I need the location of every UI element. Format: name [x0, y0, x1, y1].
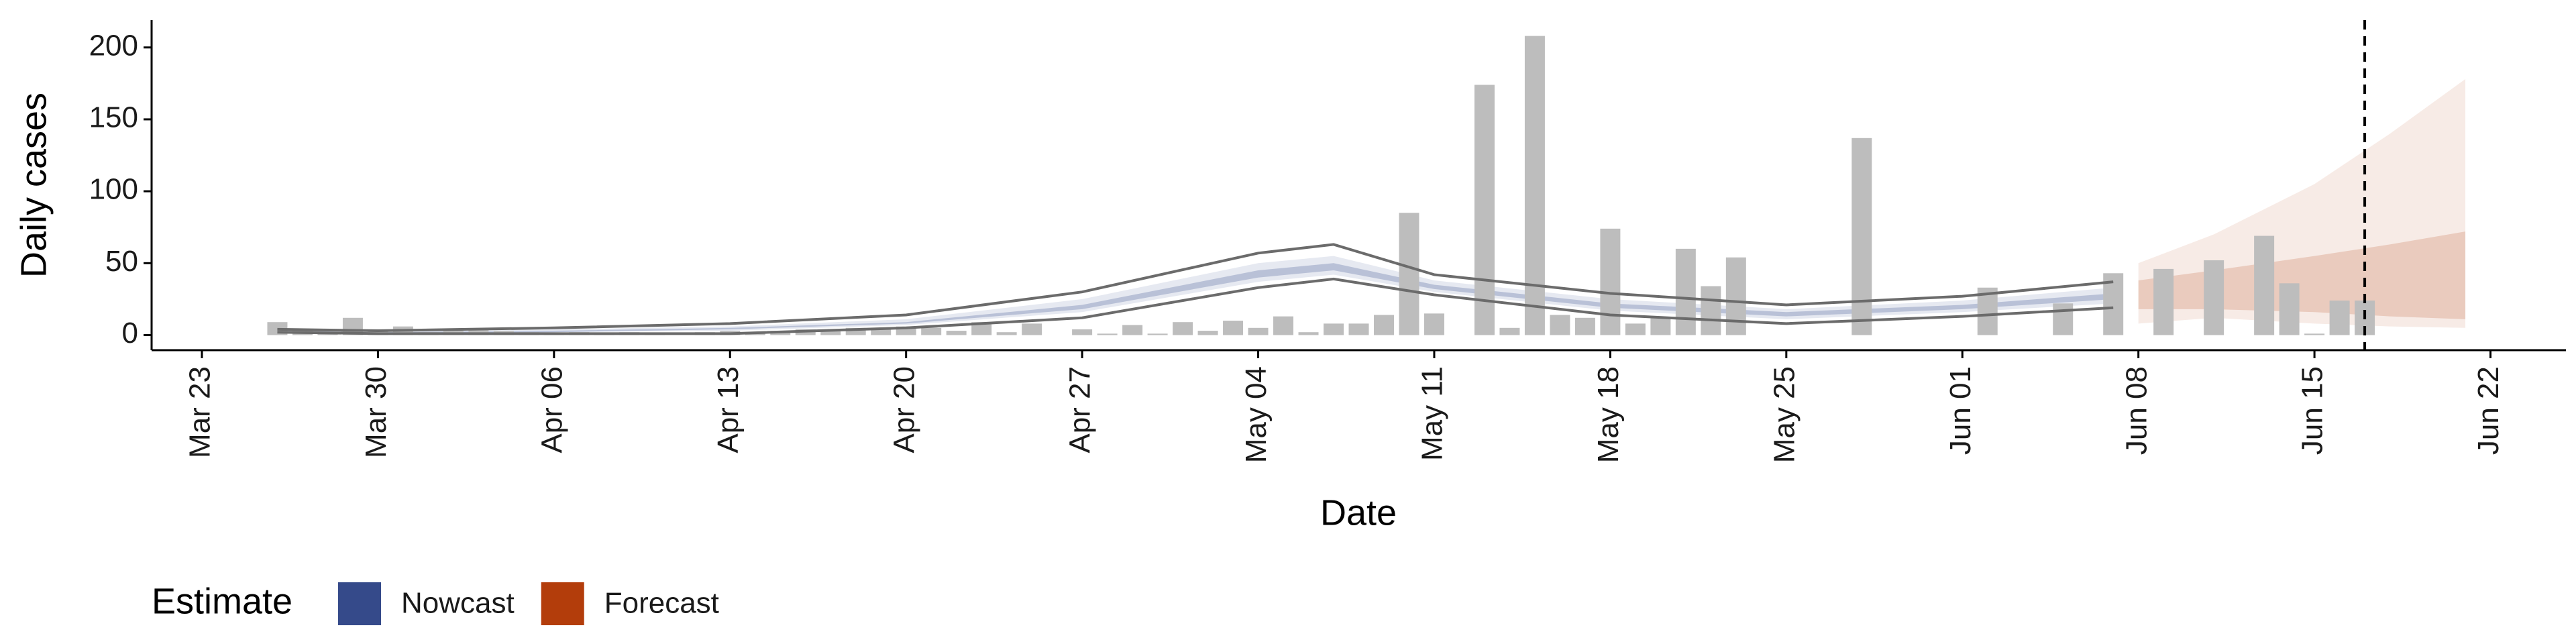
bar	[1524, 36, 1545, 335]
bar	[1600, 228, 1621, 335]
x-tick-label: Apr 06	[535, 366, 568, 453]
bar	[1474, 85, 1495, 335]
bar	[1122, 325, 1143, 335]
x-tick-label: Apr 13	[712, 366, 745, 453]
y-tick-label: 150	[89, 101, 138, 134]
bar	[921, 327, 942, 335]
bar	[820, 331, 841, 335]
bar	[2153, 268, 2174, 335]
bar	[1324, 323, 1344, 335]
x-tick-label: Apr 20	[888, 366, 920, 453]
y-tick-label: 50	[105, 245, 138, 278]
bar	[1701, 286, 1721, 335]
bar	[1173, 322, 1193, 335]
bar	[971, 322, 992, 335]
bar	[871, 329, 892, 335]
legend-label: Forecast	[604, 587, 719, 620]
legend-label: Nowcast	[401, 587, 515, 620]
bar	[468, 329, 489, 335]
bar	[1072, 329, 1093, 335]
x-tick-label: Jun 08	[2120, 366, 2153, 455]
x-axis-title: Date	[1320, 492, 1397, 533]
legend-title: Estimate	[152, 581, 292, 621]
bar	[1550, 315, 1570, 335]
legend-swatch	[338, 582, 381, 625]
bar	[1348, 323, 1369, 335]
bar	[1725, 257, 1746, 335]
bar	[1223, 321, 1244, 335]
bar	[946, 331, 967, 335]
x-tick-label: May 04	[1240, 366, 1273, 463]
bar	[1097, 333, 1118, 335]
y-tick-label: 0	[122, 317, 138, 350]
x-tick-label: May 11	[1416, 366, 1449, 461]
x-tick-label: Apr 27	[1064, 366, 1097, 453]
bar	[2254, 235, 2275, 335]
bar	[845, 327, 866, 335]
bar	[1373, 315, 1394, 335]
bar	[1650, 317, 1671, 335]
bar	[1147, 333, 1168, 335]
bar	[1424, 313, 1444, 335]
bar	[2329, 301, 2350, 335]
bar	[1273, 316, 1294, 335]
bar	[1298, 332, 1319, 335]
bar	[1625, 323, 1646, 335]
bar	[1197, 331, 1218, 335]
y-axis-title: Daily cases	[13, 93, 54, 278]
estimate-line	[277, 277, 2114, 335]
legend-swatch	[541, 582, 584, 625]
x-tick-label: Jun 22	[2472, 366, 2505, 455]
bar	[2279, 283, 2300, 335]
bar	[2304, 333, 2325, 335]
x-tick-label: Mar 30	[360, 366, 392, 458]
bar	[1248, 327, 1269, 335]
x-tick-label: May 18	[1592, 366, 1625, 463]
bar	[1499, 327, 1520, 335]
estimate-line	[277, 243, 2114, 333]
bar	[1675, 248, 1696, 335]
y-tick-label: 100	[89, 173, 138, 206]
x-tick-label: May 25	[1768, 366, 1801, 463]
y-tick-label: 200	[89, 29, 138, 62]
bar	[2204, 260, 2224, 335]
bar	[1574, 317, 1595, 335]
bar	[1022, 323, 1042, 335]
x-tick-label: Mar 23	[184, 366, 217, 458]
bar	[2053, 303, 2074, 335]
bar	[1399, 213, 1419, 335]
x-tick-label: Jun 01	[1944, 366, 1977, 455]
bar	[996, 332, 1017, 335]
bar	[1851, 138, 1872, 335]
x-tick-label: Jun 15	[2296, 366, 2329, 455]
